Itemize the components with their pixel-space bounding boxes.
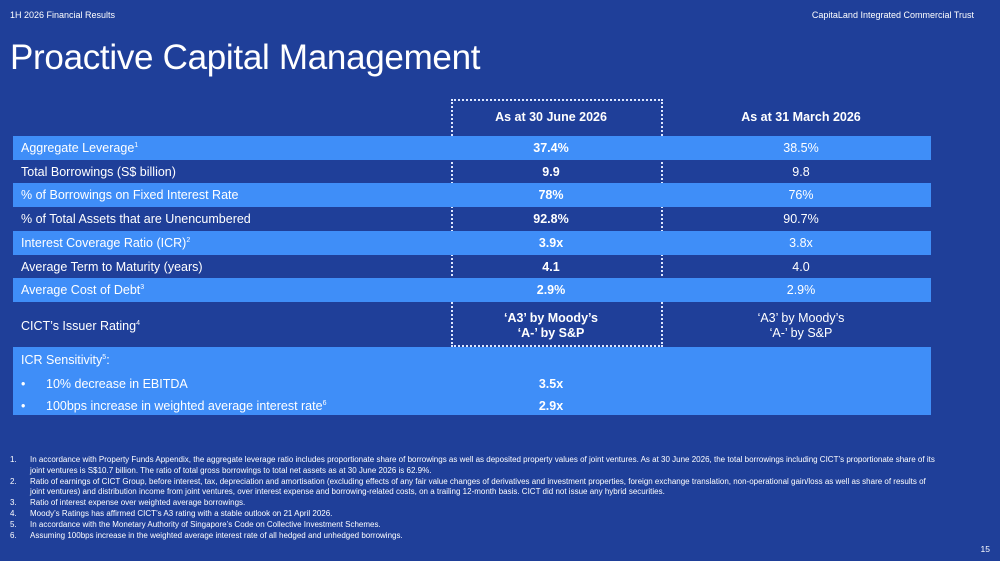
value-30-june: 3.9x bbox=[538, 236, 564, 250]
row-label: % of Borrowings on Fixed Interest Rate bbox=[21, 188, 239, 202]
sensitivity-value: 2.9x bbox=[538, 399, 564, 413]
footnote: 1. In accordance with Property Funds Appe… bbox=[10, 455, 935, 475]
footnote: 3. Ratio of interest expense over weighte… bbox=[10, 498, 246, 508]
page-number: 15 bbox=[980, 544, 990, 554]
table-row: % of Total Assets that are Unencumbered … bbox=[13, 207, 931, 231]
value-31-march: 4.0 bbox=[792, 260, 810, 274]
footnote: 6. Assuming 100bps increase in the weight… bbox=[10, 530, 403, 540]
table-row: Interest Coverage Ratio (ICR)2 3.9x 3.8x bbox=[13, 231, 931, 255]
row-label: Aggregate Leverage1 bbox=[21, 141, 139, 155]
row-label: Interest Coverage Ratio (ICR)2 bbox=[21, 236, 191, 250]
value-31-march: 3.8x bbox=[789, 236, 813, 250]
value-30-june: 78% bbox=[538, 188, 564, 202]
value-30-june: 92.8% bbox=[533, 212, 569, 226]
value-30-june: 2.9% bbox=[536, 283, 566, 297]
column-header-30-june-2026: As at 30 June 2026 bbox=[495, 110, 607, 124]
value-30-june: 4.1 bbox=[542, 260, 560, 274]
footnote: 2. Ratio of earnings of CICT Group, befor… bbox=[10, 476, 926, 497]
table-row-issuer-rating: CICT’s Issuer Rating4 ‘A3’ by Moody’s ‘A-… bbox=[13, 302, 931, 350]
footnote: 5. In accordance with the Monetary Author… bbox=[10, 519, 381, 529]
row-label: % of Total Assets that are Unencumbered bbox=[21, 212, 251, 226]
icr-sensitivity-title: ICR Sensitivity5: bbox=[21, 353, 110, 367]
value-31-march: 90.7% bbox=[783, 212, 819, 226]
presentation-label: 1H 2026 Financial Results bbox=[10, 10, 116, 20]
value-30-june: 9.9 bbox=[542, 165, 560, 179]
bullet-icon: • bbox=[21, 399, 26, 413]
rating-30-june: ‘A3’ by Moody’s ‘A-’ by S&P bbox=[503, 311, 598, 340]
row-label: Average Term to Maturity (years) bbox=[21, 260, 203, 274]
table-row: Average Cost of Debt3 2.9% 2.9% bbox=[13, 278, 931, 302]
row-label: Average Cost of Debt3 bbox=[21, 283, 145, 297]
rating-31-march: ‘A3’ by Moody’s ‘A-’ by S&P bbox=[757, 311, 845, 340]
page-title: Proactive Capital Management bbox=[10, 38, 481, 77]
value-31-march: 9.8 bbox=[792, 165, 810, 179]
highlight-dotted-frame bbox=[451, 99, 663, 347]
row-label: Total Borrowings (S$ billion) bbox=[21, 165, 176, 179]
value-31-march: 76% bbox=[788, 188, 814, 202]
value-31-march: 38.5% bbox=[783, 141, 819, 155]
row-label: CICT’s Issuer Rating4 bbox=[21, 319, 140, 333]
bullet-icon: • bbox=[21, 377, 26, 391]
table-row: Aggregate Leverage1 37.4% 38.5% bbox=[13, 136, 931, 160]
sensitivity-label: 10% decrease in EBITDA bbox=[46, 377, 188, 391]
table-row: Total Borrowings (S$ billion) 9.9 9.8 bbox=[13, 160, 931, 184]
column-header-31-march-2026: As at 31 March 2026 bbox=[741, 110, 861, 124]
value-30-june: 37.4% bbox=[533, 141, 569, 155]
company-name: CapitaLand Integrated Commercial Trust bbox=[811, 10, 974, 20]
sensitivity-label: 100bps increase in weighted average inte… bbox=[46, 399, 327, 413]
icr-sensitivity-panel: ICR Sensitivity5: • 10% decrease in EBIT… bbox=[13, 347, 931, 415]
footnote: 4. Moody’s Ratings has affirmed CICT’s A3… bbox=[10, 508, 333, 518]
table-row: Average Term to Maturity (years) 4.1 4.0 bbox=[13, 255, 931, 279]
footnotes: 1. In accordance with Property Funds Appe… bbox=[10, 455, 940, 541]
sensitivity-value: 3.5x bbox=[538, 377, 564, 391]
value-31-march: 2.9% bbox=[786, 283, 816, 297]
table-row: % of Borrowings on Fixed Interest Rate 7… bbox=[13, 183, 931, 207]
